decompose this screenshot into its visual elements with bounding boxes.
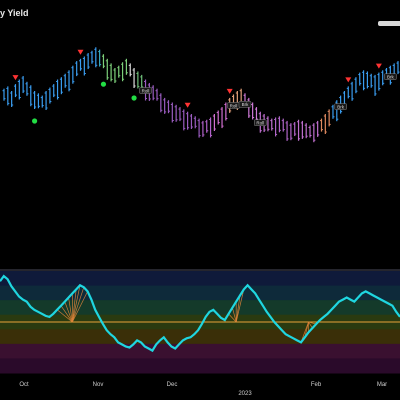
oscillator-band: [0, 329, 400, 345]
fan-line: [235, 289, 245, 323]
annotation-box: [334, 103, 347, 110]
annotation-box: [139, 87, 152, 94]
fan-line: [308, 321, 313, 329]
fan-line: [232, 307, 237, 323]
fan-line: [72, 287, 85, 323]
chart-title: y Yield: [0, 8, 29, 18]
oscillator-band: [0, 300, 400, 316]
buy-signal-dot: [100, 81, 107, 87]
annotation-label: Roll: [230, 103, 238, 108]
fan-line: [72, 291, 88, 323]
x-tick-label: 2023: [238, 391, 252, 397]
annotation-label: Brk: [337, 104, 345, 109]
x-tick-label: Dec: [167, 382, 178, 388]
x-tick-label: Feb: [311, 382, 322, 388]
fan-line: [228, 313, 237, 323]
oscillator-band: [0, 343, 400, 359]
annotation-box: [238, 101, 252, 108]
annotation-box: [384, 73, 397, 80]
annotation-label: Brk: [242, 102, 250, 107]
oscillator-band: [0, 285, 400, 301]
axis-background: [0, 374, 400, 400]
fan-line: [72, 285, 81, 323]
fan-line: [60, 305, 73, 323]
signal-annotation: Brk: [238, 101, 252, 108]
x-axis: Oct Nov Dec 2023 Feb Mar: [0, 374, 400, 400]
oscillator-panel: [0, 271, 400, 374]
signal-annotation: Roll: [139, 87, 152, 94]
x-tick-label: Oct: [19, 382, 29, 388]
oscillator-line: [0, 274, 400, 353]
signal-annotation: Brk: [384, 73, 397, 80]
sell-signal-triangle: [226, 88, 233, 94]
oscillator-band: [0, 358, 400, 374]
x-tick-label: Mar: [377, 382, 387, 388]
sell-signal-triangle: [375, 63, 382, 69]
fan-line: [72, 289, 77, 323]
price-panel: Roll Roll Brk Roll Brk Brk: [2, 47, 400, 143]
annotation-label: Roll: [256, 121, 264, 126]
annotation-box: [254, 119, 267, 126]
exhaustion-fan: [56, 285, 88, 323]
fan-line: [64, 301, 73, 323]
fan-line: [308, 321, 317, 325]
annotation-label: Brk: [387, 75, 395, 80]
buy-signal-dot: [131, 95, 137, 101]
x-tick-label: Nov: [93, 382, 104, 388]
annotation-label: Roll: [142, 88, 150, 93]
fan-line: [56, 309, 73, 323]
signal-annotation: Roll: [227, 102, 240, 109]
oscillator-band: [0, 271, 400, 287]
sell-signal-triangle: [345, 77, 352, 83]
sell-signal-triangle: [77, 49, 84, 55]
signal-annotation: Brk: [334, 103, 347, 110]
exhaustion-fan: [228, 289, 245, 323]
buy-signal-dot: [32, 118, 38, 124]
price-scale-marker: [378, 21, 400, 26]
sell-signal-triangle: [12, 75, 19, 81]
signal-annotation: Roll: [254, 119, 267, 126]
fan-line: [68, 297, 73, 323]
fan-line: [235, 295, 241, 323]
sell-signal-triangle: [184, 102, 191, 108]
